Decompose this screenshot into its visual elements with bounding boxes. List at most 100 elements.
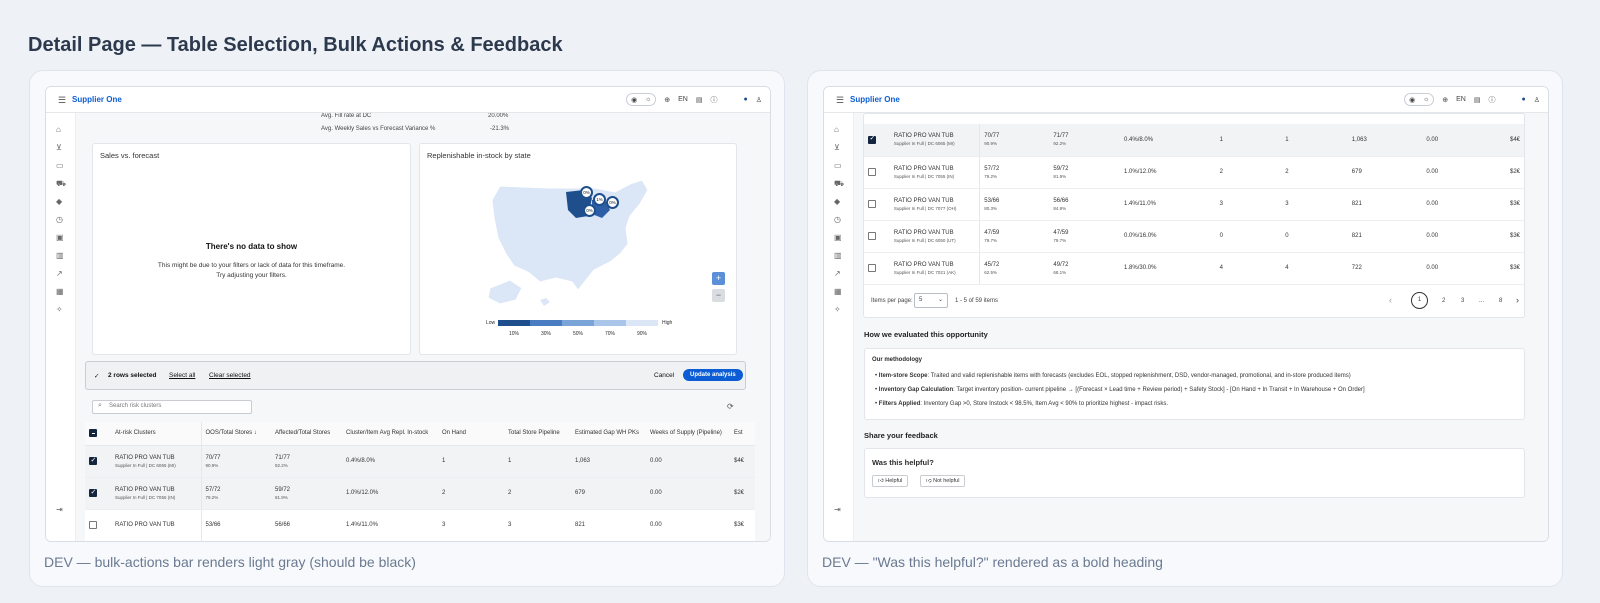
table-icon[interactable]: ▦ xyxy=(834,287,842,296)
page-button-active[interactable]: 1 xyxy=(1411,292,1428,309)
theme-toggle[interactable]: ◉ ☼ xyxy=(626,93,657,106)
trend-icon[interactable]: ↗ xyxy=(834,269,841,278)
globe-icon[interactable]: ⊕ xyxy=(1442,96,1449,104)
bar-chart-icon[interactable]: ▥ xyxy=(834,251,842,260)
calendar-icon[interactable]: ▤ xyxy=(695,96,703,104)
column-header[interactable]: OOS/Total Stores ↓ xyxy=(201,422,271,446)
clipboard-icon[interactable]: ▣ xyxy=(56,233,64,242)
map-badge[interactable]: 0% xyxy=(606,196,619,209)
gap: 679 xyxy=(1347,156,1423,189)
avatar-icon[interactable]: ● xyxy=(743,96,748,103)
bar-chart-icon[interactable]: ▥ xyxy=(56,251,64,260)
next-page-icon[interactable]: › xyxy=(1516,295,1519,305)
column-header[interactable]: On Hand xyxy=(438,422,504,446)
cart-icon[interactable]: ⊻ xyxy=(56,143,62,152)
helpful-button[interactable]: 👍︎ Helpful xyxy=(872,475,909,487)
map-badge[interactable]: 1% xyxy=(593,193,606,206)
cart-icon[interactable]: ⊻ xyxy=(834,143,840,152)
search-input[interactable]: ⌕ Search risk clusters xyxy=(92,400,252,414)
update-analysis-button[interactable]: Update analysis xyxy=(683,369,743,381)
row-checkbox[interactable] xyxy=(868,232,876,240)
cluster-sub: Supplier In Full | DC 7021 (AK) xyxy=(893,269,956,275)
box-icon[interactable]: ▭ xyxy=(834,161,842,170)
row-checkbox[interactable] xyxy=(89,521,97,529)
column-header[interactable]: Estimated Gap WH PKs xyxy=(571,422,646,446)
bulb-icon[interactable]: ✧ xyxy=(56,305,63,314)
collapse-sidebar-icon[interactable]: ⇥ xyxy=(56,505,63,514)
brand-logo[interactable]: Supplier One xyxy=(72,95,122,104)
zoom-out-button[interactable]: − xyxy=(712,289,725,302)
column-header[interactable]: Cluster/Item Avg Repl. In-stock xyxy=(342,422,438,446)
column-header[interactable]: At-risk Clusters xyxy=(111,422,202,446)
refresh-icon[interactable]: ⟳ xyxy=(727,402,734,411)
row-checkbox[interactable] xyxy=(89,488,97,497)
column-header[interactable]: Total Store Pipeline xyxy=(504,422,571,446)
header-select-all[interactable] xyxy=(85,422,111,446)
map-badge[interactable]: 0% xyxy=(583,204,596,217)
calendar-icon[interactable]: ▤ xyxy=(1473,96,1481,104)
truck-icon[interactable]: ⛟ xyxy=(56,179,67,188)
bulb-icon[interactable]: ✧ xyxy=(834,305,841,314)
trend-icon[interactable]: ↗ xyxy=(56,269,63,278)
weeks-supply: 0.00 xyxy=(646,477,730,510)
column-header[interactable]: Est xyxy=(730,422,755,446)
page-button[interactable]: 8 xyxy=(1499,298,1503,304)
page-button[interactable]: 3 xyxy=(1461,298,1465,304)
collapse-sidebar-icon[interactable]: ⇥ xyxy=(834,505,841,514)
oos-pct: 79.2% xyxy=(984,173,998,179)
theme-toggle[interactable]: ◉ ☼ xyxy=(1404,93,1435,106)
row-checkbox[interactable] xyxy=(868,200,876,208)
column-header[interactable]: Affected/Total Stores xyxy=(271,422,342,446)
clock-icon[interactable]: ◷ xyxy=(56,215,63,224)
hamburger-menu-icon[interactable]: ☰ xyxy=(836,95,845,105)
truck-icon[interactable]: ⛟ xyxy=(834,179,845,188)
column-header[interactable]: Weeks of Supply (Pipeline) xyxy=(646,422,730,446)
home-icon[interactable]: ⌂ xyxy=(834,125,839,134)
globe-icon[interactable]: ⊕ xyxy=(664,96,671,104)
cancel-button[interactable]: Cancel xyxy=(654,372,675,379)
map-badge[interactable]: 0% xyxy=(580,186,593,199)
diamond-icon[interactable]: ◆ xyxy=(56,197,63,206)
select-all-link[interactable]: Select all xyxy=(169,372,196,379)
user-icon[interactable]: ♙ xyxy=(755,96,762,104)
table-row[interactable]: RATIO PRO VAN TUB 53/66 56/66 1.4%/11.0%… xyxy=(85,509,755,541)
home-icon[interactable]: ⌂ xyxy=(56,125,61,134)
row-checkbox[interactable] xyxy=(89,456,97,465)
clear-selected-link[interactable]: Clear selected xyxy=(209,372,251,379)
page-button[interactable]: 2 xyxy=(1442,298,1446,304)
diamond-icon[interactable]: ◆ xyxy=(834,197,841,206)
zoom-in-button[interactable]: + xyxy=(712,272,725,285)
items-per-page-select[interactable]: 5 ⌄ xyxy=(914,293,948,308)
row-checkbox[interactable] xyxy=(868,168,876,176)
row-checkbox[interactable] xyxy=(868,134,876,144)
language-label[interactable]: EN xyxy=(1456,96,1466,103)
thumbs-up-icon: 👍︎ xyxy=(878,478,884,484)
clock-icon[interactable]: ◷ xyxy=(834,215,841,224)
row-checkbox[interactable] xyxy=(868,264,876,272)
on-hand: 3 xyxy=(438,509,504,541)
language-label[interactable]: EN xyxy=(678,96,688,103)
brand-logo[interactable]: Supplier One xyxy=(850,95,900,104)
clipboard-icon[interactable]: ▣ xyxy=(834,233,842,242)
cluster-sub: Supplier In Full | DC 7055 (IN) xyxy=(893,173,955,179)
not-helpful-button[interactable]: 👎︎ Not helpful xyxy=(920,475,966,487)
select-all-checkbox[interactable] xyxy=(89,429,97,438)
prev-page-icon[interactable]: ‹ xyxy=(1389,295,1392,305)
affected-pct: 81.9% xyxy=(275,494,288,500)
hamburger-menu-icon[interactable]: ☰ xyxy=(58,95,67,105)
oos-value: 53/66 xyxy=(201,509,271,541)
sort-down-icon[interactable]: ↓ xyxy=(253,430,257,437)
help-icon[interactable]: ⓘ xyxy=(1488,96,1496,104)
box-icon[interactable]: ▭ xyxy=(56,161,64,170)
user-icon[interactable]: ♙ xyxy=(1533,96,1540,104)
avatar-icon[interactable]: ● xyxy=(1521,96,1526,103)
table-icon[interactable]: ▦ xyxy=(56,287,64,296)
help-icon[interactable]: ⓘ xyxy=(710,96,718,104)
